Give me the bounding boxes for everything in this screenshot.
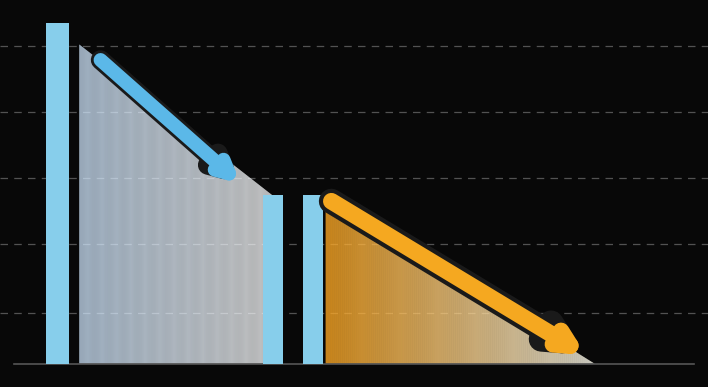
Bar [303,195,323,364]
Bar [46,23,69,364]
Bar [263,195,283,364]
